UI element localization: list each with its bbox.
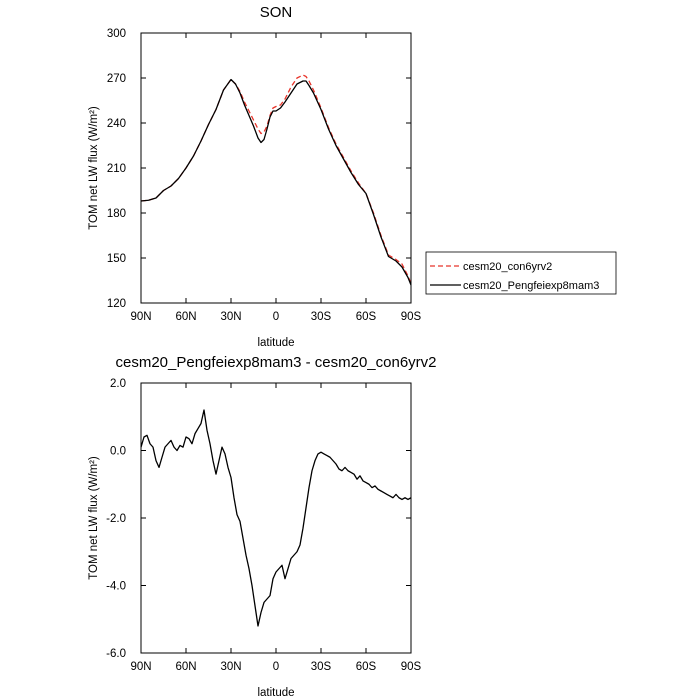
legend: cesm20_con6yrv2 cesm20_Pengfeiexp8mam3 — [425, 251, 617, 295]
bottom-xtick-label: 30S — [311, 661, 332, 673]
bottom-ytick-label: 2.0 — [110, 378, 126, 390]
top-ytick-label: 180 — [107, 208, 126, 220]
legend-label-con6yrv2: cesm20_con6yrv2 — [463, 261, 552, 273]
legend-box — [425, 251, 617, 295]
top-xtick-label: 30S — [311, 311, 332, 323]
bottom-ytick-label: 0.0 — [110, 446, 126, 458]
bottom-ytick-label: -4.0 — [106, 581, 126, 593]
top-ytick-label: 240 — [107, 118, 126, 130]
bottom-panel-title: cesm20_Pengfeiexp8mam3 - cesm20_con6yrv2 — [116, 354, 437, 371]
bottom-panel-frame — [140, 382, 412, 654]
bottom-xtick-label: 60S — [356, 661, 377, 673]
bottom-panel-ylabel: TOM net LW flux (W/m²) — [88, 456, 100, 580]
top-panel-xlabel: latitude — [257, 337, 294, 349]
top-panel-frame — [140, 32, 412, 304]
bottom-ytick-label: -6.0 — [106, 648, 126, 660]
top-ytick-label: 300 — [107, 28, 126, 40]
bottom-panel-curves — [140, 409, 412, 627]
top-panel-ylabel: TOM net LW flux (W/m²) — [88, 106, 100, 230]
bottom-xtick-label: 60N — [175, 661, 196, 673]
top-xtick-label: 90N — [130, 311, 151, 323]
top-panel-curves — [140, 74, 412, 286]
top-panel-ticks: 90N 60N 30N 0 30S 60S 90S 120 150 180 210 240 270 300 — [107, 28, 422, 323]
top-xtick-label: 0 — [273, 311, 279, 323]
bottom-series-line-0 — [140, 409, 412, 627]
top-panel-title: SON — [260, 4, 293, 21]
top-ytick-label: 120 — [107, 298, 126, 310]
bottom-xtick-label: 0 — [273, 661, 279, 673]
top-panel: SON 90N 60N 30N 0 30S 60S 90S 120 150 180 210 240 27… — [88, 4, 617, 349]
top-series-line-1 — [140, 78, 412, 286]
top-ytick-label: 150 — [107, 253, 126, 265]
top-xtick-label: 90S — [401, 311, 422, 323]
top-xtick-label: 30N — [220, 311, 241, 323]
bottom-panel-xlabel: latitude — [257, 687, 294, 699]
top-series-line-0 — [140, 74, 412, 284]
top-xtick-label: 60N — [175, 311, 196, 323]
bottom-xtick-label: 90S — [401, 661, 422, 673]
top-xtick-label: 60S — [356, 311, 377, 323]
bottom-panel-ticks: 90N 60N 30N 0 30S 60S 90S -6.0 -4.0 -2.0 0.0 2.0 — [106, 378, 421, 673]
top-ytick-label: 210 — [107, 163, 126, 175]
bottom-xtick-label: 90N — [130, 661, 151, 673]
bottom-panel: cesm20_Pengfeiexp8mam3 - cesm20_con6yrv2… — [88, 354, 437, 699]
bottom-xtick-label: 30N — [220, 661, 241, 673]
top-ytick-label: 270 — [107, 73, 126, 85]
bottom-ytick-label: -2.0 — [106, 513, 126, 525]
legend-label-pengfeiexp8mam3: cesm20_Pengfeiexp8mam3 — [463, 280, 599, 292]
